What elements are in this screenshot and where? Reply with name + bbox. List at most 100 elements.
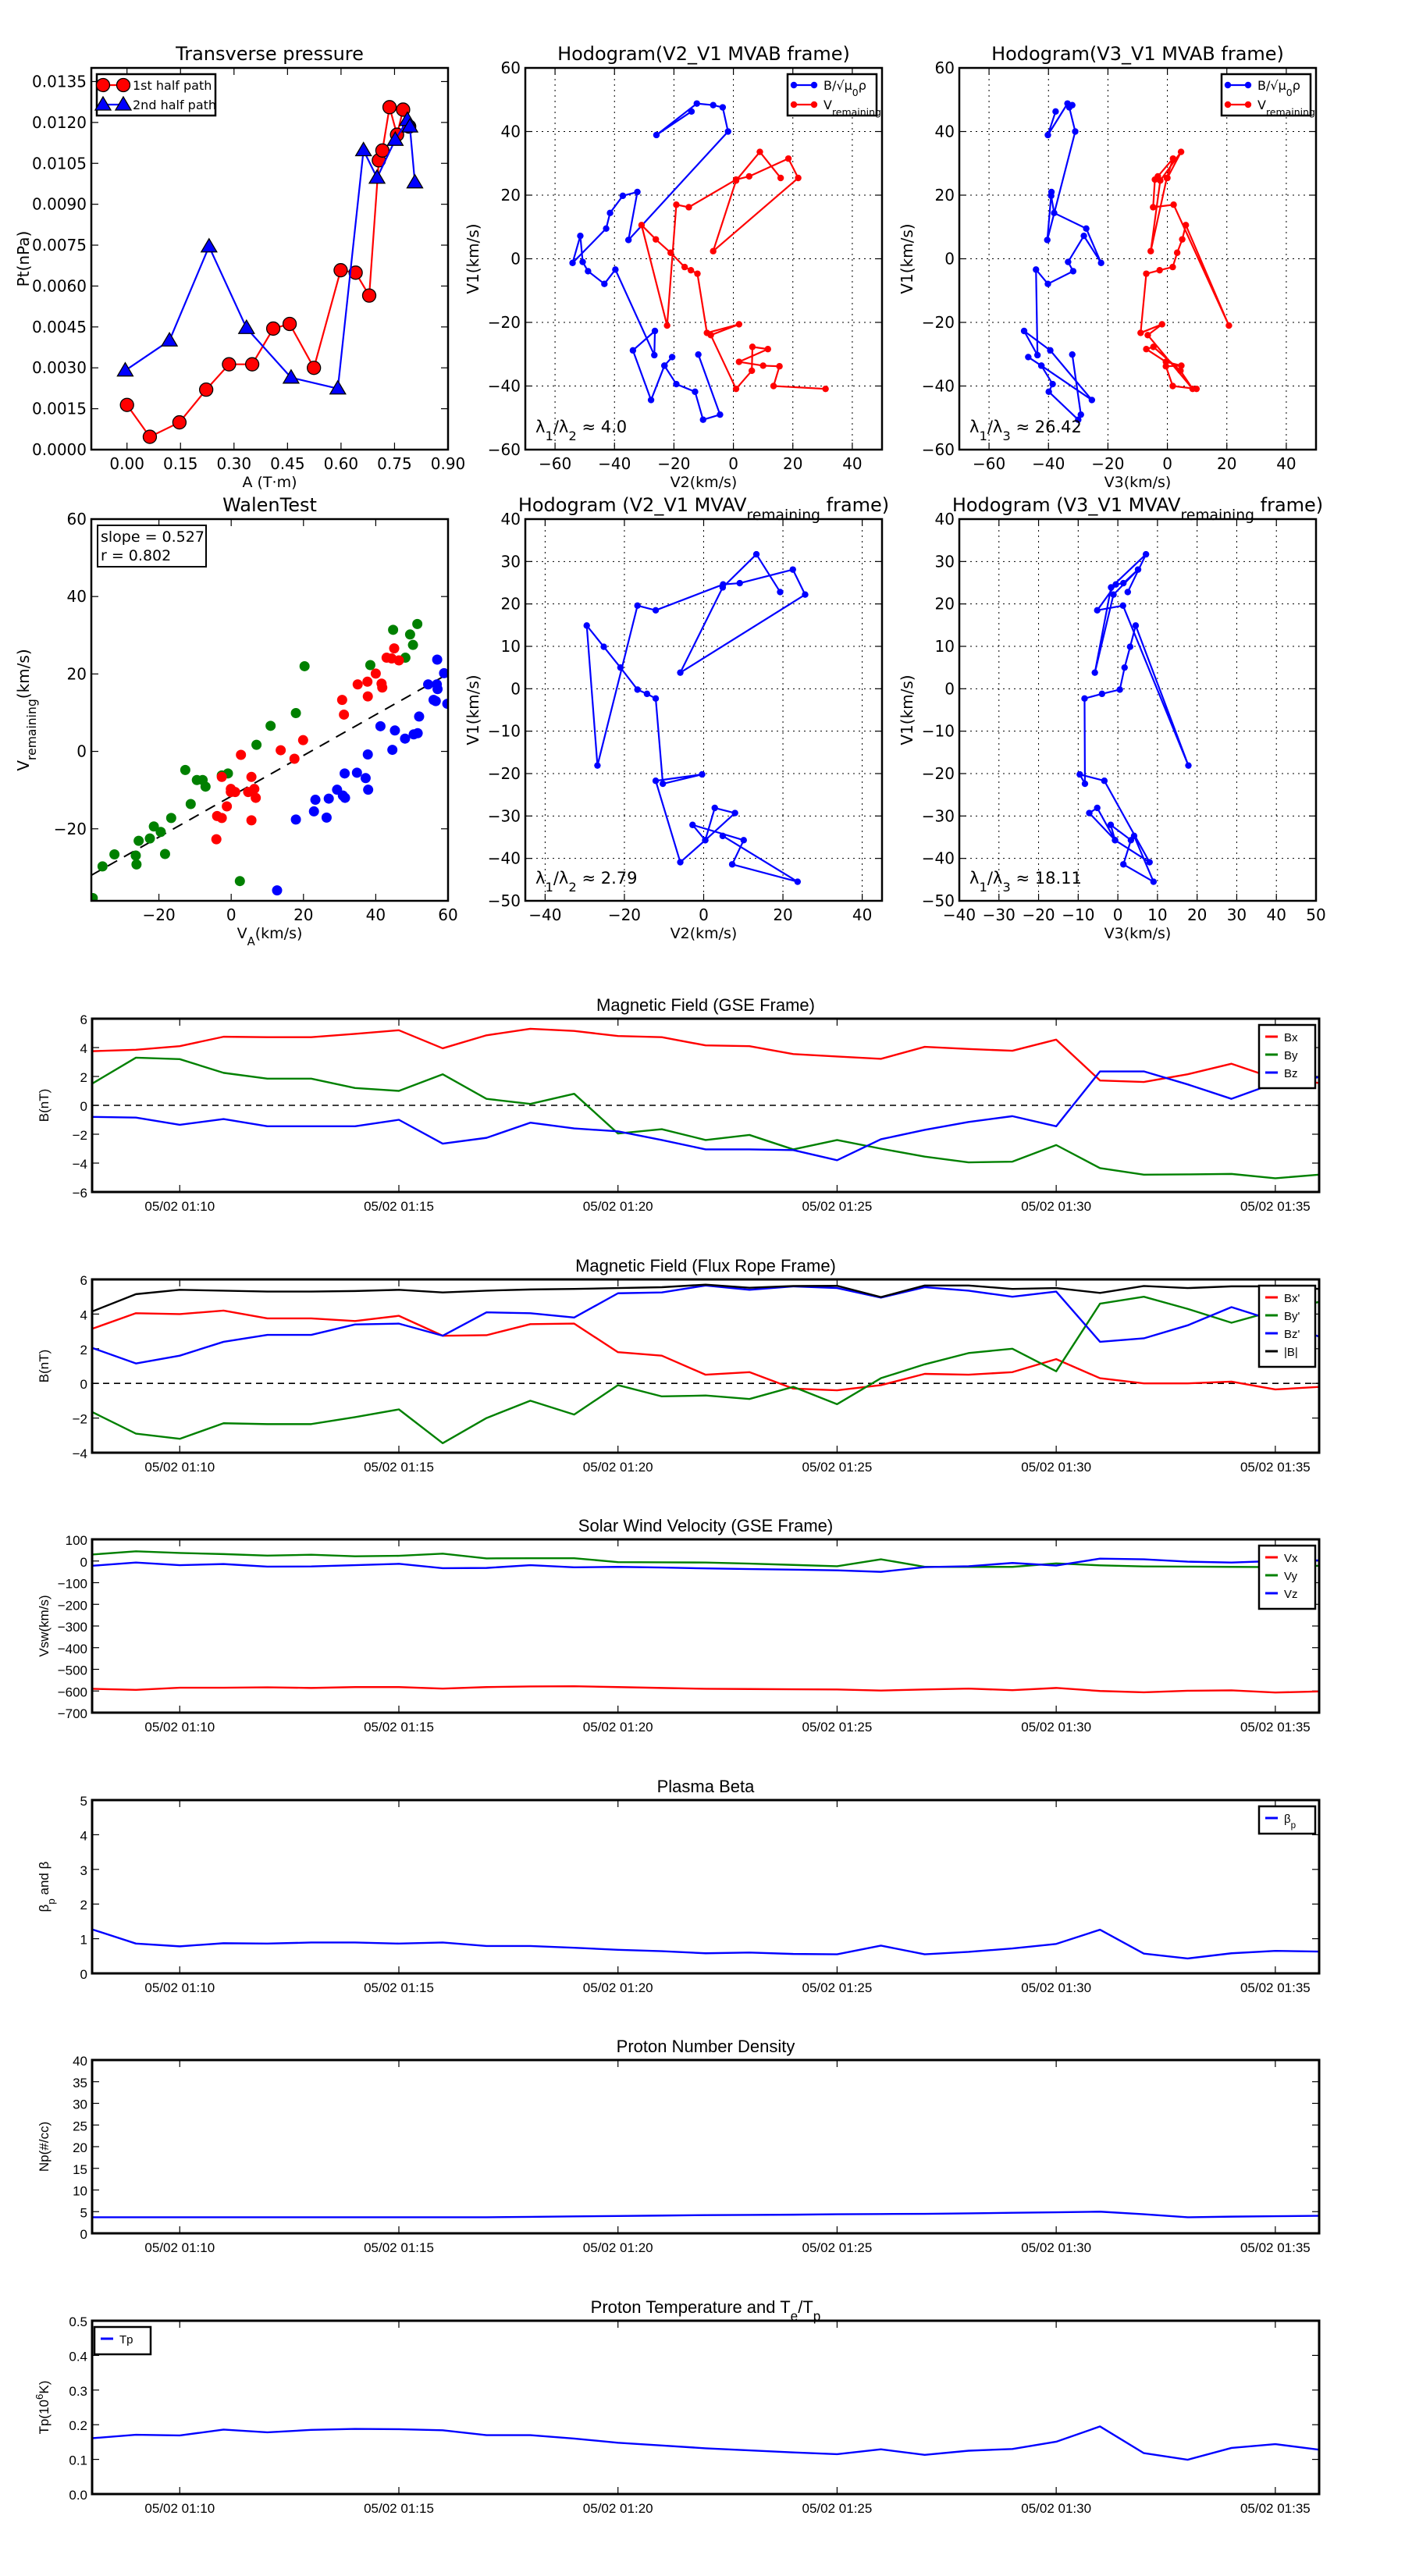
data-point [1142,550,1150,558]
y-tick-label: −4 [73,1446,87,1461]
legend-marker [1224,81,1232,89]
data-point [155,827,166,838]
axes-frame [958,518,1318,902]
chart-title: Magnetic Field (GSE Frame) [596,995,815,1015]
series-line-tp [92,2425,1319,2461]
data-point [822,385,829,393]
series-line-vz [92,1557,1319,1573]
data-point [200,237,218,253]
data-point [412,618,423,629]
chart-proton-number-density: Proton Number Density 05/02 01:10 05/02 01… [37,2037,1321,2255]
y-tick-label: 60 [501,59,521,77]
data-point [400,733,411,744]
y-tick-label: −50 [922,891,955,910]
y-tick-label: 6 [80,1273,87,1288]
chart-magnetic-field-flux-rope: Magnetic Field (Flux Rope Frame) 05/02 01… [37,1256,1321,1475]
plot-marks [1076,550,1192,885]
data-point [693,100,700,107]
data-point [1147,247,1154,254]
x-tick-label: 40 [366,906,386,924]
x-tick-label: 0 [1113,906,1123,924]
data-point [1178,362,1185,369]
data-point [699,770,706,778]
data-point [412,728,423,738]
plot-marks [583,550,809,885]
data-point [677,859,684,866]
data-point [1069,268,1077,275]
data-point [237,318,255,334]
x-tick-label: 40 [852,906,872,924]
y-tick-label: 0.0015 [32,400,87,418]
y-tick-label: 60 [67,510,87,528]
y-tick-label: 20 [935,595,955,614]
data-point [1177,367,1184,375]
data-point [728,861,736,868]
legend-label: B/√μ0ρ [823,78,866,98]
y-tick-label: 20 [73,2140,87,2155]
x-tick-label: 05/02 01:35 [1240,2501,1311,2516]
data-point [677,669,684,676]
x-tick-label: 30 [1227,906,1247,924]
y-tick-label: −30 [488,806,521,825]
y-tick-label: 4 [80,1308,87,1322]
plot-marks [91,618,448,901]
data-point [1124,589,1132,596]
data-point [1132,622,1140,629]
data-point [1126,643,1134,650]
plot-marks [92,1550,1319,1694]
data-point [1185,762,1192,769]
data-point [377,682,388,693]
legend-label: Vy [1284,1570,1297,1583]
data-point [1146,859,1153,866]
chart-hodogram-v3-v1-mvav: Hodogram (V3_V1 MVAVremaining frame)−40−… [898,494,1326,942]
y-tick-label: 20 [935,186,955,205]
data-point [1101,777,1108,785]
data-point [624,237,632,244]
data-point [393,655,404,666]
x-axis-label: A (T·m) [242,474,297,491]
legend-marker [95,77,111,93]
chart-title: Solar Wind Velocity (GSE Frame) [578,1516,833,1535]
x-tick-label: −60 [539,454,571,473]
y-tick-label: 5 [80,2205,87,2220]
data-point [160,332,179,347]
data-point [246,771,257,782]
data-point [702,837,709,844]
chart-walen-test: WalenTest −20 0 20 40 60 −20 0 20 40 60 VA(km/s) Vre… [14,494,458,948]
axes-frame [91,1017,1321,1194]
y-tick-label: −2 [73,1128,87,1143]
x-tick-label: −20 [657,454,690,473]
data-point [1044,280,1051,287]
data-point [375,720,386,731]
x-tick-label: 05/02 01:30 [1021,2501,1091,2516]
data-point [1044,131,1051,139]
data-point [185,799,196,809]
legend-label: 1st half path [133,78,212,93]
data-point [1075,416,1082,423]
data-point [759,362,767,369]
data-point [388,624,399,635]
data-point [1097,259,1104,266]
data-point [130,850,141,861]
eigenvalue-ratio-annotation: λ1/λ3 ≈ 18.11 [969,869,1082,895]
x-tick-label: 05/02 01:30 [1021,2240,1091,2255]
axes-frame [90,66,450,451]
plot-marks [92,1283,1319,1444]
data-point [329,379,347,395]
data-point [1044,237,1051,244]
series-line--b- [92,1283,1319,1313]
data-point [1048,192,1055,200]
x-axis-label: V2(km/s) [670,925,738,942]
x-tick-label: 05/02 01:30 [1021,1980,1091,1995]
legend-label: Vremaining [1257,98,1315,118]
data-point [1169,382,1176,390]
data-point [600,643,607,650]
data-point [681,263,688,271]
data-point [172,415,187,430]
axes-frame [524,518,884,902]
legend-entry: 2nd half path [94,95,216,112]
y-tick-label: 0 [944,250,955,269]
chart-title: Hodogram(V3_V1 MVAB frame) [991,43,1284,65]
data-point [1130,832,1138,840]
data-point [719,832,727,840]
